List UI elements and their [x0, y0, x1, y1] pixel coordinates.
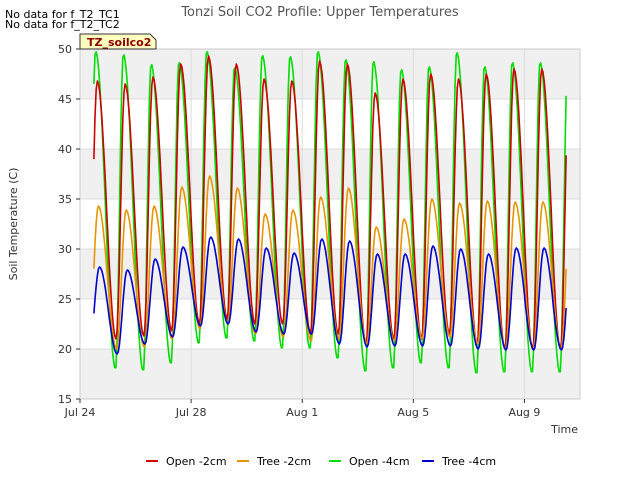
y-tick-label: 40 — [58, 143, 72, 156]
x-tick-label: Aug 1 — [286, 406, 318, 419]
y-tick-label: 20 — [58, 343, 72, 356]
legend-item-open-4cm[interactable]: Open -4cm — [329, 455, 410, 468]
legend: Open -2cm Tree -2cm Open -4cm Tree -4cm — [146, 455, 496, 468]
legend-label: Open -2cm — [166, 455, 227, 468]
y-tick-label: 15 — [58, 393, 72, 406]
series-line-tree-2cm — [93, 175, 567, 350]
y-tick-label: 30 — [58, 243, 72, 256]
y-axis-label: Soil Temperature (C) — [7, 168, 20, 281]
y-tick-label: 50 — [58, 43, 72, 56]
x-axis-label: Time — [550, 423, 578, 436]
plot-band — [80, 149, 580, 199]
plot-band — [80, 349, 580, 399]
site-badge-box — [79, 33, 157, 50]
legend-item-tree-4cm[interactable]: Tree -4cm — [422, 455, 496, 468]
x-tick-label: Jul 24 — [64, 406, 96, 419]
x-tick-label: Aug 5 — [397, 406, 429, 419]
y-tick-label: 45 — [58, 93, 72, 106]
plot-border — [79, 48, 581, 400]
legend-label: Tree -4cm — [441, 455, 496, 468]
x-axis-ticks: Jul 24 Jul 28 Aug 1 Aug 5 Aug 9 — [64, 399, 540, 419]
series-line-tree-4cm — [93, 236, 567, 355]
site-badge-label: TZ_soilco2 — [87, 36, 151, 49]
y-axis-ticks: 15 20 25 30 35 40 45 50 — [58, 43, 80, 406]
legend-item-tree-2cm[interactable]: Tree -2cm — [237, 455, 311, 468]
y-tick-label: 35 — [58, 193, 72, 206]
no-data-notice-1: No data for f_T2_TC1 — [5, 8, 120, 21]
x-tick-label: Aug 9 — [508, 406, 540, 419]
legend-label: Tree -2cm — [256, 455, 311, 468]
series-line-open-2cm — [93, 55, 567, 350]
legend-label: Open -4cm — [349, 455, 410, 468]
plot-background-bands — [80, 49, 580, 399]
plot-band — [80, 49, 580, 99]
chart-title: Tonzi Soil CO2 Profile: Upper Temperatur… — [180, 5, 459, 20]
x-tick-label: Jul 28 — [175, 406, 207, 419]
no-data-notice-2: No data for f_T2_TC2 — [5, 18, 120, 31]
legend-item-open-2cm[interactable]: Open -2cm — [146, 455, 227, 468]
y-tick-label: 25 — [58, 293, 72, 306]
series-layer — [93, 50, 567, 374]
site-badge[interactable]: TZ_soilco2 — [79, 33, 157, 50]
